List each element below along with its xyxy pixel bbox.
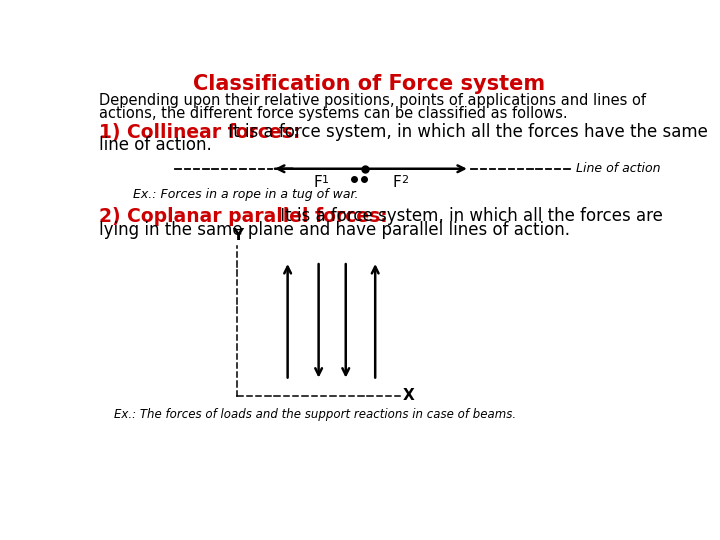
Text: actions, the different force systems can be classified as follows.: actions, the different force systems can… xyxy=(99,106,568,120)
Text: It is a force system, in which all the forces have the same: It is a force system, in which all the f… xyxy=(223,123,708,140)
Text: Line of action: Line of action xyxy=(576,162,660,176)
Text: It is a force system, in which all the forces are: It is a force system, in which all the f… xyxy=(275,207,663,225)
Text: Ex.: The forces of loads and the support reactions in case of beams.: Ex.: The forces of loads and the support… xyxy=(114,408,516,421)
Text: Classification of Force system: Classification of Force system xyxy=(193,74,545,94)
Text: F: F xyxy=(313,175,322,190)
Text: Y: Y xyxy=(232,228,243,242)
Text: X: X xyxy=(403,388,415,403)
Text: 1: 1 xyxy=(322,175,329,185)
Text: lying in the same plane and have parallel lines of action.: lying in the same plane and have paralle… xyxy=(99,221,570,239)
Text: line of action.: line of action. xyxy=(99,137,212,154)
Text: 2: 2 xyxy=(401,175,408,185)
Text: Ex.: Forces in a rope in a tug of war.: Ex.: Forces in a rope in a tug of war. xyxy=(132,188,358,201)
Text: 1) Collinear forces:: 1) Collinear forces: xyxy=(99,123,301,141)
Text: F: F xyxy=(392,175,401,190)
Text: Depending upon their relative positions, points of applications and lines of: Depending upon their relative positions,… xyxy=(99,93,647,109)
Text: 2) Coplanar parallel forces:: 2) Coplanar parallel forces: xyxy=(99,207,388,226)
